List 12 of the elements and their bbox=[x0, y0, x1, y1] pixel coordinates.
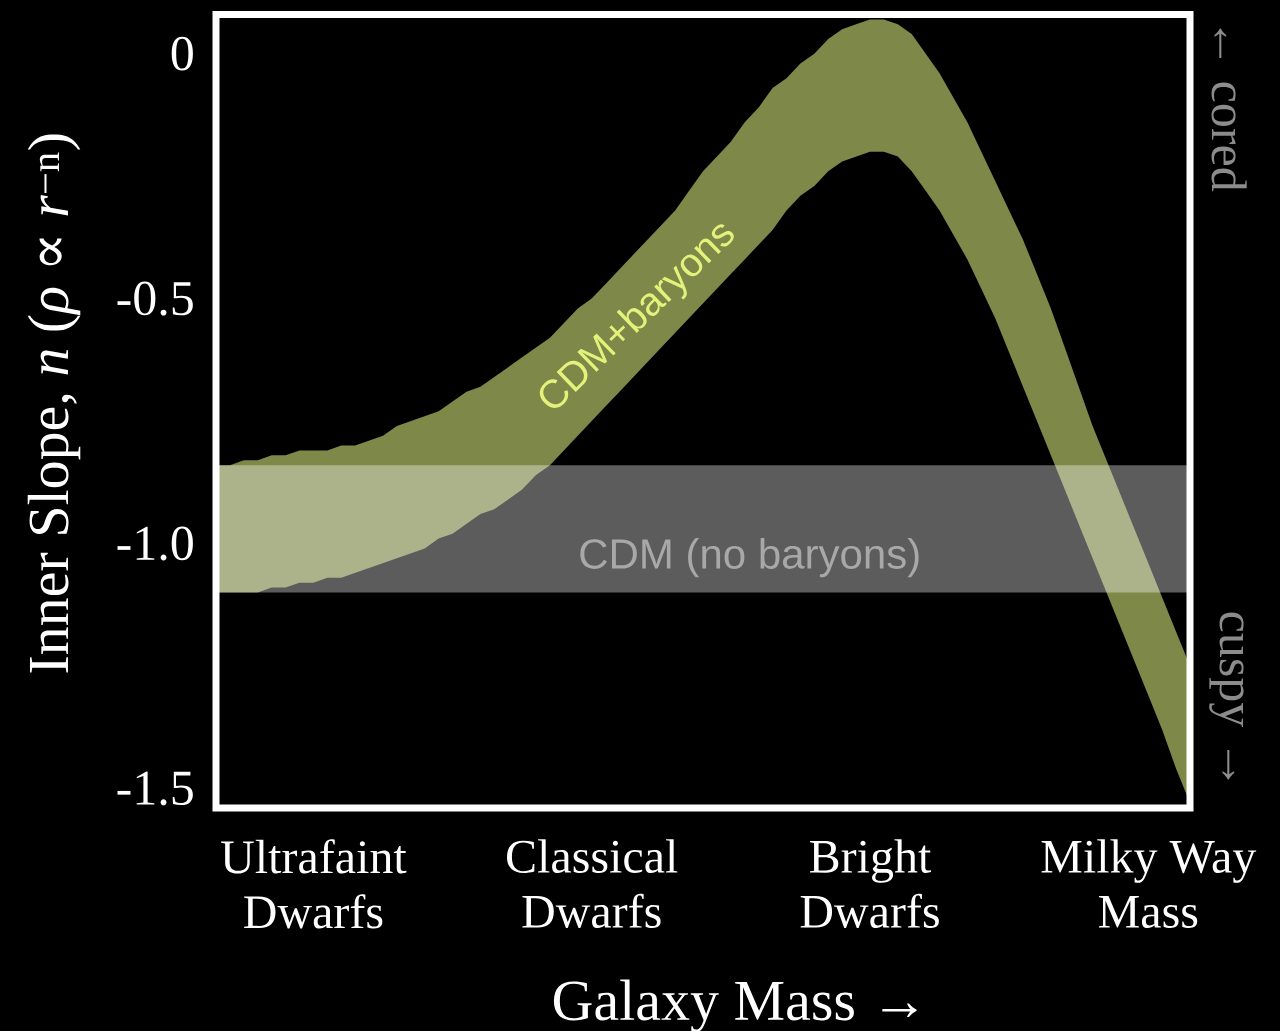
y-tick-label: -0.5 bbox=[117, 281, 193, 316]
text: ← cored bbox=[1211, 28, 1247, 192]
x-tick-label: Ultrafaint Dwarfs bbox=[221, 839, 407, 929]
text: cuspy → bbox=[1209, 612, 1244, 780]
x-tick-label: Classical Dwarfs bbox=[507, 839, 678, 928]
y-tick-label: -1.5 bbox=[117, 771, 193, 806]
band-label: CDM (no baryons) bbox=[580, 538, 919, 578]
y-tick-label: -1.0 bbox=[117, 526, 193, 561]
x-tick-label: Milky Way Mass bbox=[1041, 839, 1257, 928]
y-axis-title: Inner Slope, n (ρ ∝ r$^{−n}$) bbox=[27, 134, 81, 673]
y-tick-label: 0 bbox=[171, 36, 193, 71]
x-tick-label: Bright Dwarfs bbox=[800, 839, 939, 928]
